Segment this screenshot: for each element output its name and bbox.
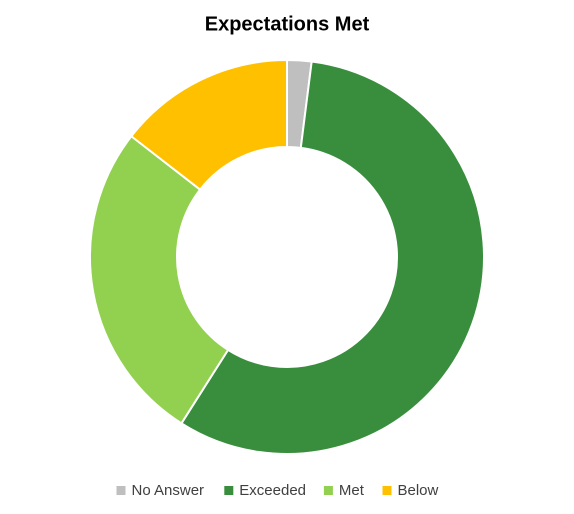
chart-title: Expectations Met — [205, 13, 370, 35]
legend-swatch — [382, 486, 392, 495]
legend: No Answer Exceeded Met Below — [116, 482, 439, 499]
legend-label: Met — [339, 482, 365, 499]
legend-label: No Answer — [132, 482, 205, 499]
legend-label: Exceeded — [239, 482, 306, 499]
donut-slice — [129, 58, 288, 191]
donut-slice — [180, 60, 485, 455]
legend-swatch — [224, 486, 234, 495]
legend-swatch — [116, 486, 126, 495]
legend-label: Below — [398, 482, 439, 499]
legend-swatch — [323, 486, 333, 495]
donut — [89, 58, 485, 455]
donut-slice — [89, 134, 230, 425]
